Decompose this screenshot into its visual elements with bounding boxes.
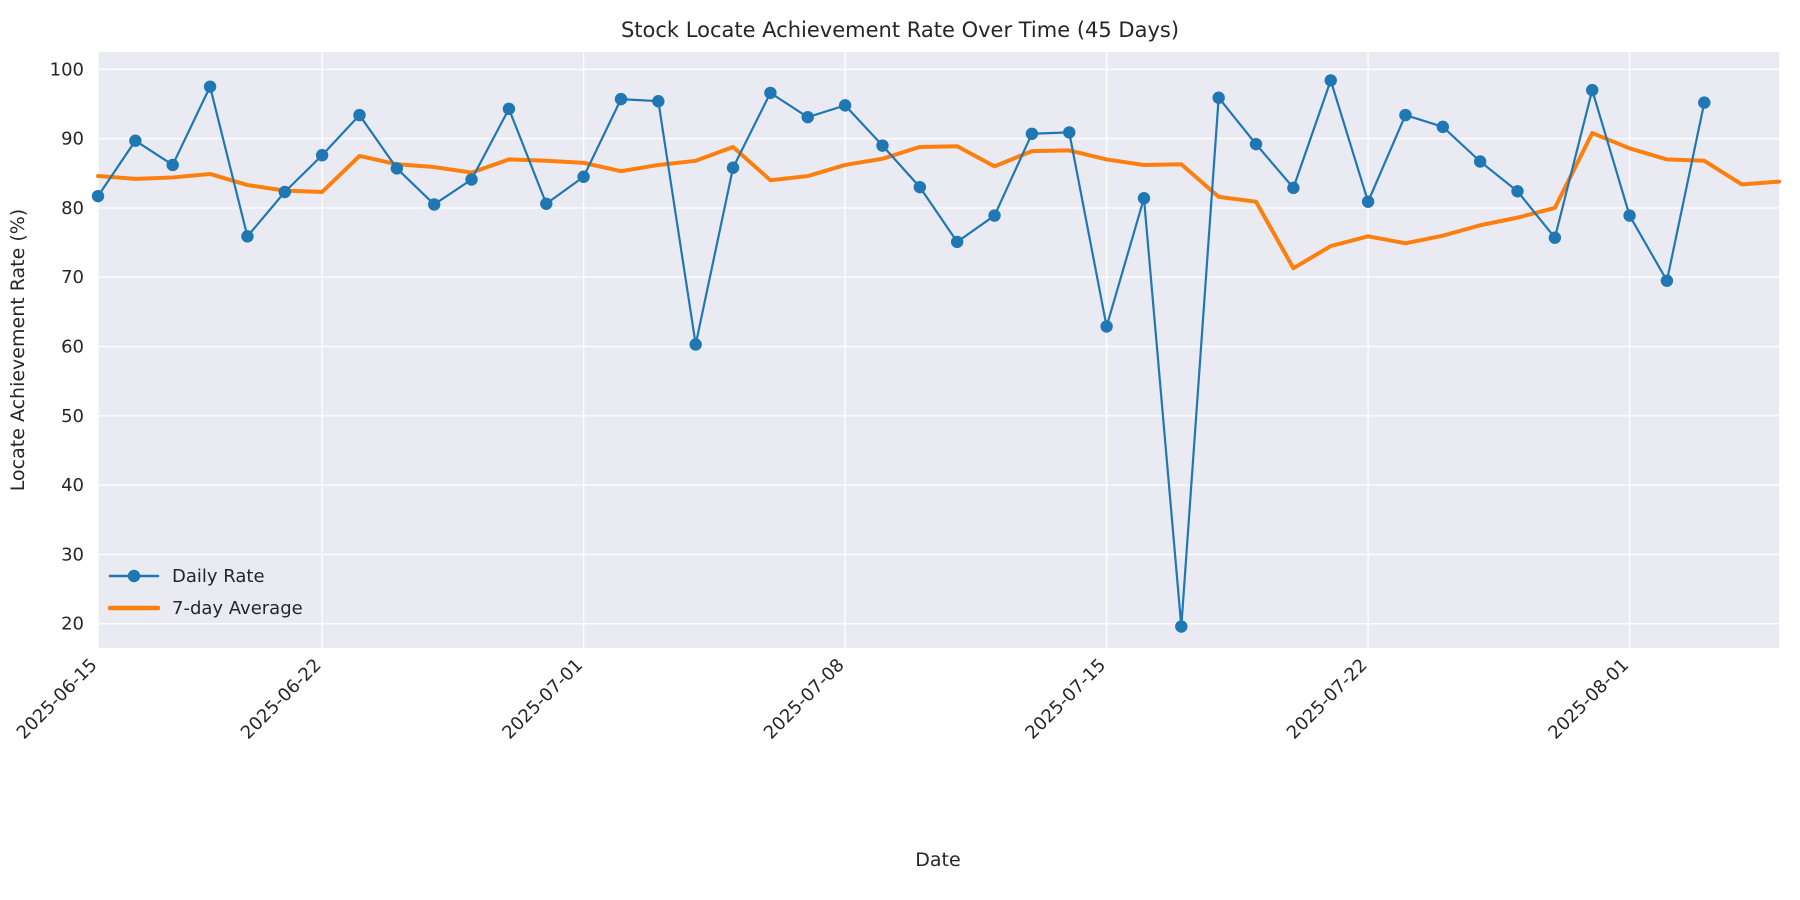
- y-tick-label: 50: [61, 406, 84, 427]
- data-point-marker: [241, 230, 254, 243]
- data-point-marker: [764, 86, 777, 100]
- data-point-marker: [1063, 126, 1076, 139]
- chart-title: Stock Locate Achievement Rate Over Time …: [621, 18, 1179, 42]
- data-point-marker: [689, 338, 702, 351]
- x-axis-label: Date: [915, 849, 960, 871]
- data-point-marker: [1175, 620, 1188, 633]
- data-point-marker: [502, 102, 516, 116]
- series-7-day-average: [96, 131, 1781, 271]
- data-point-marker: [1586, 83, 1599, 97]
- data-point-marker: [540, 197, 553, 210]
- data-point-marker: [1548, 231, 1562, 244]
- data-point-marker: [988, 209, 1001, 222]
- data-point-marker: [913, 180, 927, 194]
- data-point-marker: [1698, 96, 1711, 109]
- y-axis-tick-labels: 20 30 40 50 60 70 80 90 100: [50, 59, 84, 634]
- legend-item-daily-rate[interactable]: Daily Rate: [108, 566, 265, 587]
- data-point-marker: [1025, 127, 1039, 140]
- data-point-marker: [1399, 108, 1412, 122]
- y-tick-label: 90: [61, 129, 84, 150]
- data-point-marker: [726, 161, 740, 174]
- series-line: [96, 131, 1781, 271]
- data-point-marker: [1249, 137, 1263, 151]
- data-point-marker: [390, 162, 404, 175]
- gridlines: [97, 52, 1779, 648]
- plot-area-background: [98, 52, 1779, 648]
- data-point-marker: [1436, 120, 1450, 134]
- data-point-marker: [203, 80, 217, 93]
- data-point-marker: [614, 92, 628, 106]
- y-tick-label: 80: [61, 198, 84, 219]
- data-point-marker: [353, 108, 366, 122]
- data-point-marker: [428, 198, 441, 211]
- data-point-marker: [1511, 185, 1524, 198]
- data-point-marker: [166, 158, 179, 172]
- data-point-marker: [1287, 181, 1300, 195]
- y-tick-label: 100: [50, 59, 84, 80]
- data-point-marker: [950, 235, 964, 249]
- legend-label: Daily Rate: [172, 566, 265, 587]
- legend-item-7-day-average[interactable]: 7-day Average: [107, 598, 303, 619]
- y-tick-label: 60: [61, 337, 84, 358]
- data-point-marker: [1660, 274, 1674, 287]
- data-point-marker: [129, 134, 142, 147]
- data-point-marker: [1137, 192, 1151, 205]
- data-point-marker: [1623, 209, 1636, 222]
- data-point-marker: [577, 170, 590, 183]
- series-line: [96, 79, 1706, 628]
- chart-legend[interactable]: Daily Rate 7-day Average: [107, 566, 303, 619]
- data-point-marker: [1361, 195, 1375, 208]
- y-tick-label: 30: [61, 544, 84, 565]
- data-point-marker: [801, 110, 814, 124]
- data-point-marker: [838, 99, 852, 112]
- y-tick-label: 40: [61, 475, 84, 496]
- y-tick-label: 70: [61, 267, 84, 288]
- data-point-marker: [278, 185, 291, 199]
- data-series-layer: [91, 74, 1781, 633]
- data-point-marker: [1473, 155, 1487, 168]
- data-point-marker: [1212, 91, 1225, 104]
- legend-label: 7-day Average: [172, 598, 303, 619]
- data-point-marker: [1324, 74, 1337, 87]
- data-point-marker: [652, 95, 665, 108]
- data-point-marker: [315, 149, 329, 162]
- data-point-marker: [465, 173, 478, 186]
- series-daily-rate: [91, 74, 1711, 633]
- data-point-marker: [91, 189, 105, 203]
- legend-marker-icon: [127, 569, 141, 583]
- data-point-marker: [876, 139, 889, 152]
- y-axis-label: Locate Achievement Rate (%): [7, 209, 29, 491]
- y-tick-label: 20: [61, 614, 84, 635]
- data-point-marker: [1100, 320, 1113, 333]
